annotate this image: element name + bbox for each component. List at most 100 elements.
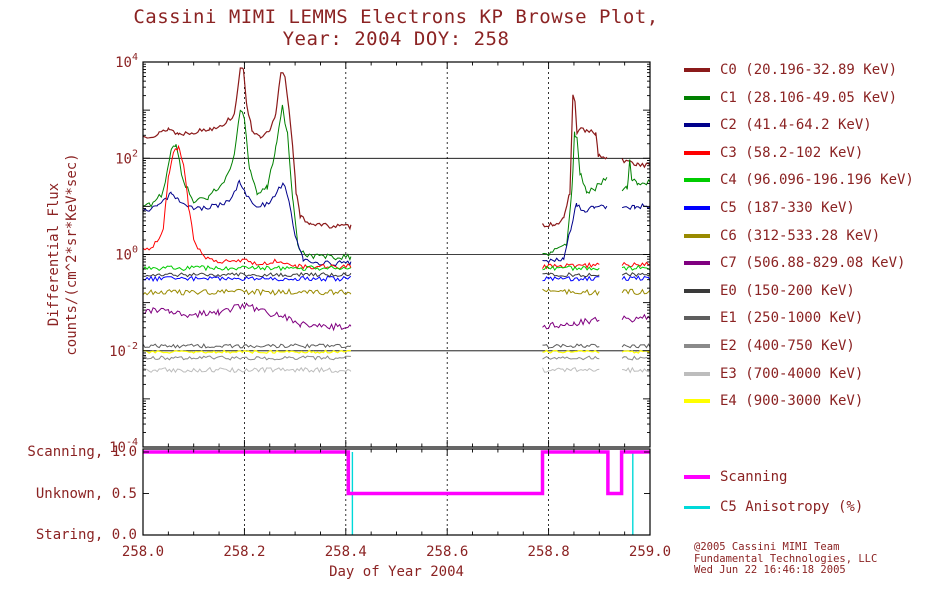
legend-swatch-E3 [684,371,710,376]
series-C4 [142,265,351,272]
x-tick-label: 258.4 [325,544,367,560]
series-C0 [142,67,352,231]
legend-item-C3: C3 (58.2-102 KeV) [684,145,914,161]
series-E3 [142,366,352,374]
plot-title: Cassini MIMI LEMMS Electrons KP Browse P… [21,6,771,50]
series-C6 [542,288,600,296]
y-tick-label: 102 [115,148,138,167]
series-C1 [542,131,608,257]
legend-label-C0: C0 (20.196-32.89 KeV) [720,62,898,78]
plot-title-line1: Cassini MIMI LEMMS Electrons KP Browse P… [133,6,659,28]
legend-swatch-C2 [684,123,710,128]
legend-swatch-C3 [684,150,710,155]
legend-swatch-C4 [684,178,710,183]
series-C4 [621,264,651,271]
x-tick-label: 258.6 [426,544,468,560]
legend-item-C2: C2 (41.4-64.2 KeV) [684,117,914,133]
series-C2 [142,179,352,267]
series-C3 [142,144,352,270]
series-C7 [542,316,600,330]
series-E4 [542,349,600,354]
y-tick-label: 10-4 [109,437,138,456]
series-C1 [142,104,352,262]
copyright-line-2: Fundamental Technologies, LLC [694,552,878,565]
series-C5 [142,275,352,283]
legend-label-C2: C2 (41.4-64.2 KeV) [720,117,872,134]
channel-legend: C0 (20.196-32.89 KeV) C1 (28.106-49.05 Ke… [684,62,914,421]
legend-item-C1: C1 (28.106-49.05 KeV) [684,90,914,106]
anisotropy-line-swatch [684,505,710,509]
legend-swatch-C6 [684,233,710,238]
status-legend-item-scanning: Scanning [684,469,863,485]
series-C7 [142,302,352,332]
series-C0 [541,94,608,228]
series-E2 [621,355,651,361]
legend-swatch-C5 [684,205,710,210]
legend-swatch-E0 [684,288,710,293]
status-axis-label-staring: Staring, 0.0 [35,527,137,543]
x-tick-label: 258.2 [223,544,265,560]
series-C5 [542,275,600,282]
series-C3 [621,261,651,268]
anisotropy-legend-label: C5 Anisotropy (%) [720,499,864,515]
legend-item-C4: C4 (96.096-196.196 KeV) [684,172,914,188]
series-E3 [542,367,600,373]
series-C5 [621,275,651,282]
series-C1 [621,159,651,192]
legend-label-E0: E0 (150-200 KeV) [720,282,855,299]
series-C4 [542,265,600,272]
legend-item-E0: E0 (150-200 KeV) [684,283,914,299]
scanning-line-swatch [684,475,710,479]
status-axis-label-scanning: Scanning, 1.0 [27,444,137,460]
legend-item-E3: E3 (700-4000 KeV) [684,366,914,382]
legend-swatch-E4 [684,399,710,404]
legend-item-E1: E1 (250-1000 KeV) [684,310,914,326]
legend-label-C7: C7 (506.88-829.08 KeV) [720,255,906,272]
legend-swatch-C0 [684,68,710,72]
series-C6 [142,288,352,297]
y-axis-title: counts/(cm^2*sr*KeV*sec) [64,153,80,355]
legend-item-C5: C5 (187-330 KeV) [684,200,914,216]
x-tick-label: 258.8 [528,544,570,560]
series-E0 [542,272,600,278]
series-C0 [621,158,651,169]
x-tick-label: 258.0 [122,544,164,560]
series-C3 [542,261,600,270]
x-tick-label: 259.0 [629,544,671,560]
legend-label-C5: C5 (187-330 KeV) [720,199,855,216]
legend-swatch-C1 [684,95,710,100]
status-legend: Scanning C5 Anisotropy (%) [684,469,863,529]
series-E1 [142,343,352,349]
x-axis-title: Day of Year 2004 [329,564,464,580]
legend-item-C0: C0 (20.196-32.89 KeV) [684,62,914,78]
status-legend-item-anisotropy: C5 Anisotropy (%) [684,499,863,515]
legend-item-E2: E2 (400-750 KeV) [684,338,914,354]
series-E4 [142,349,352,354]
legend-label-C6: C6 (312-533.28 KeV) [720,227,881,244]
y-tick-label: 10-2 [109,341,138,360]
legend-swatch-E2 [684,343,710,348]
copyright-line-3: Wed Jun 22 16:46:18 2005 [694,564,846,576]
copyright-line-1: @2005 Cassini MIMI Team [694,541,840,553]
series-E1 [542,343,600,349]
legend-label-E2: E2 (400-750 KeV) [720,337,855,354]
series-E3 [622,366,651,374]
legend-label-C4: C4 (96.096-196.196 KeV) [720,172,914,189]
scanning-status-line [143,450,650,496]
legend-item-C6: C6 (312-533.28 KeV) [684,228,914,244]
plot-title-line2: Year: 2004 DOY: 258 [282,28,510,50]
series-E0 [621,272,651,277]
legend-item-C7: C7 (506.88-829.08 KeV) [684,255,914,271]
y-tick-label: 100 [115,245,138,264]
legend-label-C1: C1 (28.106-49.05 KeV) [720,89,898,106]
series-E2 [142,355,351,361]
status-axis-label-unknown: Unknown, 0.5 [35,486,137,502]
legend-label-E1: E1 (250-1000 KeV) [720,310,864,327]
legend-label-C3: C3 (58.2-102 KeV) [720,144,864,161]
legend-swatch-E1 [684,316,710,321]
series-E1 [621,343,651,349]
series-C6 [621,288,651,295]
legend-label-E4: E4 (900-3000 KeV) [720,393,864,410]
